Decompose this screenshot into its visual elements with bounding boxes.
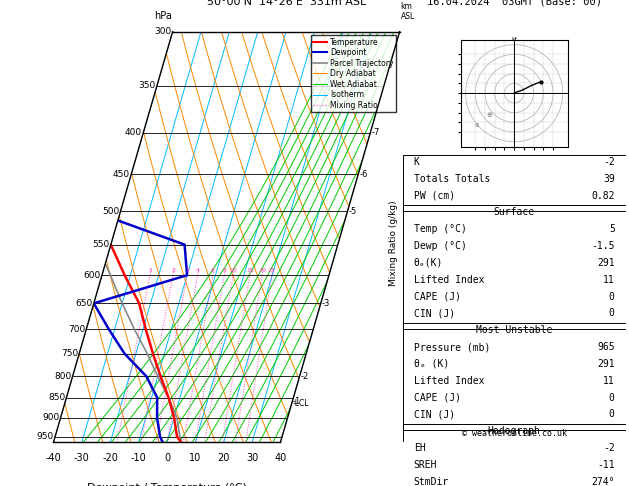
Text: 350: 350: [138, 81, 156, 90]
Text: 650: 650: [75, 299, 92, 308]
Text: -5: -5: [348, 207, 357, 216]
Text: 291: 291: [597, 258, 615, 268]
Text: hPa: hPa: [153, 11, 172, 21]
Text: PW (cm): PW (cm): [414, 191, 455, 201]
Text: 3: 3: [185, 268, 189, 273]
Text: 6: 6: [211, 268, 215, 273]
Text: 15: 15: [246, 268, 253, 273]
Text: StmDir: StmDir: [414, 477, 449, 486]
Text: -10: -10: [131, 452, 147, 463]
Text: Surface: Surface: [494, 208, 535, 217]
Text: 39: 39: [603, 174, 615, 184]
Text: -7: -7: [371, 128, 379, 137]
Text: 0: 0: [609, 393, 615, 402]
Text: Pressure (mb): Pressure (mb): [414, 342, 490, 352]
Text: -1.5: -1.5: [591, 241, 615, 251]
Text: 10: 10: [189, 452, 201, 463]
Text: 5: 5: [609, 224, 615, 234]
Text: -6: -6: [359, 170, 367, 179]
Text: 20: 20: [218, 452, 230, 463]
Text: Temp (°C): Temp (°C): [414, 224, 467, 234]
Text: 16.04.2024  03GMT (Base: 00): 16.04.2024 03GMT (Base: 00): [426, 0, 602, 7]
Text: -2: -2: [301, 372, 309, 381]
Text: 1: 1: [148, 268, 152, 273]
Text: 600: 600: [84, 271, 101, 280]
Text: CAPE (J): CAPE (J): [414, 393, 460, 402]
Text: -3: -3: [321, 299, 330, 308]
Text: 0: 0: [609, 309, 615, 318]
Text: 8: 8: [222, 268, 226, 273]
Text: 4: 4: [196, 268, 199, 273]
Text: -2: -2: [603, 157, 615, 167]
Text: -LCL: -LCL: [292, 399, 309, 408]
Text: 700: 700: [68, 325, 85, 334]
Text: -20: -20: [103, 452, 118, 463]
Text: EH: EH: [414, 443, 425, 453]
Text: 274°: 274°: [591, 477, 615, 486]
Text: 30: 30: [246, 452, 259, 463]
Text: 400: 400: [125, 128, 142, 137]
Text: Lifted Index: Lifted Index: [414, 376, 484, 386]
Text: Dewp (°C): Dewp (°C): [414, 241, 467, 251]
Text: 900: 900: [42, 413, 60, 422]
Text: 800: 800: [54, 372, 72, 381]
Text: CIN (J): CIN (J): [414, 309, 455, 318]
Text: -40: -40: [45, 452, 62, 463]
Text: CAPE (J): CAPE (J): [414, 292, 460, 301]
Text: 550: 550: [92, 240, 109, 249]
Text: K: K: [414, 157, 420, 167]
Text: Hodograph: Hodograph: [487, 426, 540, 436]
Text: 2: 2: [171, 268, 175, 273]
Text: 965: 965: [597, 342, 615, 352]
Text: 300: 300: [154, 27, 172, 36]
Text: 25: 25: [268, 268, 276, 273]
Text: Totals Totals: Totals Totals: [414, 174, 490, 184]
Legend: Temperature, Dewpoint, Parcel Trajectory, Dry Adiabat, Wet Adiabat, Isotherm, Mi: Temperature, Dewpoint, Parcel Trajectory…: [311, 35, 396, 112]
Text: 11: 11: [603, 376, 615, 386]
Text: 750: 750: [61, 349, 78, 358]
Text: 0: 0: [609, 292, 615, 301]
Text: -2: -2: [603, 443, 615, 453]
Text: 291: 291: [597, 359, 615, 369]
Text: 50°00'N  14°26'E  331m ASL: 50°00'N 14°26'E 331m ASL: [206, 0, 366, 7]
Text: 850: 850: [48, 393, 65, 402]
Text: 0: 0: [609, 409, 615, 419]
Text: Most Unstable: Most Unstable: [476, 325, 552, 335]
Text: SREH: SREH: [414, 460, 437, 470]
Text: 11: 11: [603, 275, 615, 285]
Text: 10: 10: [229, 268, 237, 273]
Text: θₑ(K): θₑ(K): [414, 258, 443, 268]
Text: 500: 500: [102, 207, 120, 216]
Text: -1: -1: [293, 397, 301, 406]
Text: -11: -11: [597, 460, 615, 470]
Text: 40: 40: [274, 452, 287, 463]
Text: © weatheronline.co.uk: © weatheronline.co.uk: [462, 429, 567, 438]
Text: Mixing Ratio (g/kg): Mixing Ratio (g/kg): [389, 200, 398, 286]
Text: CIN (J): CIN (J): [414, 409, 455, 419]
Text: -30: -30: [74, 452, 90, 463]
Text: 0.82: 0.82: [591, 191, 615, 201]
Text: 20: 20: [258, 268, 266, 273]
Text: Lifted Index: Lifted Index: [414, 275, 484, 285]
Text: km
ASL: km ASL: [401, 2, 415, 21]
Text: 0: 0: [164, 452, 170, 463]
Text: θₑ (K): θₑ (K): [414, 359, 449, 369]
Text: Dewpoint / Temperature (°C): Dewpoint / Temperature (°C): [87, 483, 247, 486]
Text: 950: 950: [36, 432, 54, 441]
Text: 450: 450: [113, 170, 130, 179]
